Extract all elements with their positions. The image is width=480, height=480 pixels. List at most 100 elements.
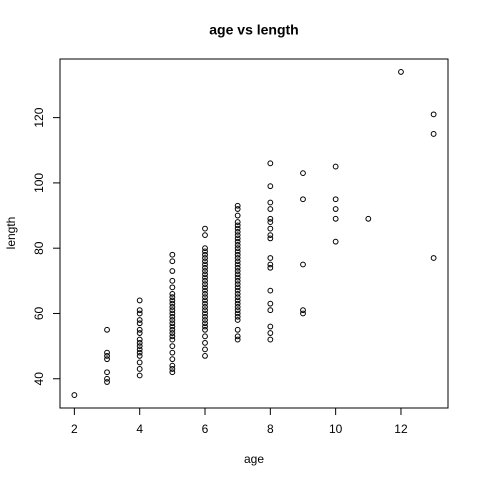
point xyxy=(169,317,176,323)
point xyxy=(234,235,241,242)
point xyxy=(136,339,143,346)
point xyxy=(169,297,176,304)
point xyxy=(202,274,208,281)
point xyxy=(267,215,274,222)
point xyxy=(136,343,143,350)
point xyxy=(169,356,176,363)
point xyxy=(234,258,241,265)
point xyxy=(136,320,143,327)
point xyxy=(202,313,208,320)
point xyxy=(202,300,208,307)
point xyxy=(267,235,274,242)
point xyxy=(169,323,176,330)
point xyxy=(169,313,176,320)
point xyxy=(202,268,208,274)
point xyxy=(104,379,110,385)
point xyxy=(202,307,208,314)
point xyxy=(202,251,208,258)
point xyxy=(234,225,241,232)
point xyxy=(169,330,176,336)
point xyxy=(267,160,274,167)
point xyxy=(267,300,274,307)
point xyxy=(202,248,208,255)
point xyxy=(202,290,208,297)
point xyxy=(234,206,241,212)
point xyxy=(234,297,241,304)
point xyxy=(104,353,110,359)
point xyxy=(234,255,241,261)
point xyxy=(267,255,274,261)
point xyxy=(202,255,208,261)
plot-box xyxy=(59,58,449,409)
point xyxy=(267,219,274,225)
point xyxy=(202,277,208,284)
point xyxy=(202,333,208,340)
point xyxy=(267,206,274,212)
point xyxy=(234,245,241,252)
point xyxy=(169,251,176,258)
point xyxy=(202,317,208,323)
point xyxy=(202,346,208,353)
point xyxy=(202,339,208,346)
y-tick-label: 120 xyxy=(32,107,46,127)
point xyxy=(234,300,241,307)
point xyxy=(332,206,339,212)
y-tick-label: 60 xyxy=(32,306,46,320)
point xyxy=(267,183,274,190)
point xyxy=(136,336,143,343)
point xyxy=(202,261,208,268)
point xyxy=(234,313,241,320)
point xyxy=(169,268,176,274)
x-axis-label: age xyxy=(244,452,264,466)
point xyxy=(234,304,241,310)
point xyxy=(169,290,176,297)
point xyxy=(136,330,143,336)
point xyxy=(202,284,208,291)
point xyxy=(234,202,241,209)
point xyxy=(234,251,241,258)
point xyxy=(136,307,143,314)
point xyxy=(430,255,437,261)
point xyxy=(234,317,241,323)
point xyxy=(202,281,208,287)
point xyxy=(267,287,274,294)
point xyxy=(169,349,176,356)
point xyxy=(234,294,241,301)
point xyxy=(234,228,241,235)
point xyxy=(202,245,208,252)
point xyxy=(169,333,176,340)
point xyxy=(202,323,208,330)
point xyxy=(430,111,437,118)
point xyxy=(267,323,274,330)
point xyxy=(202,304,208,310)
point xyxy=(202,264,208,271)
point xyxy=(136,359,143,366)
chart-title: age vs length xyxy=(209,22,298,38)
point xyxy=(169,362,176,369)
point xyxy=(169,310,176,317)
point xyxy=(300,170,306,177)
point xyxy=(300,310,306,317)
point xyxy=(332,238,339,245)
point xyxy=(234,290,241,297)
point xyxy=(169,366,176,372)
point xyxy=(169,343,176,350)
x-tick-label: 6 xyxy=(202,422,209,436)
point xyxy=(398,69,404,75)
point xyxy=(332,163,339,170)
x-tick-label: 2 xyxy=(71,422,78,436)
point xyxy=(169,258,176,265)
point xyxy=(104,326,110,333)
point xyxy=(202,320,208,327)
point xyxy=(267,199,274,206)
point xyxy=(234,261,241,268)
point xyxy=(169,304,176,310)
point xyxy=(332,215,339,222)
point xyxy=(234,242,241,248)
point xyxy=(300,196,306,203)
point xyxy=(234,287,241,294)
point xyxy=(234,336,241,343)
point xyxy=(234,326,241,333)
point xyxy=(234,222,241,229)
